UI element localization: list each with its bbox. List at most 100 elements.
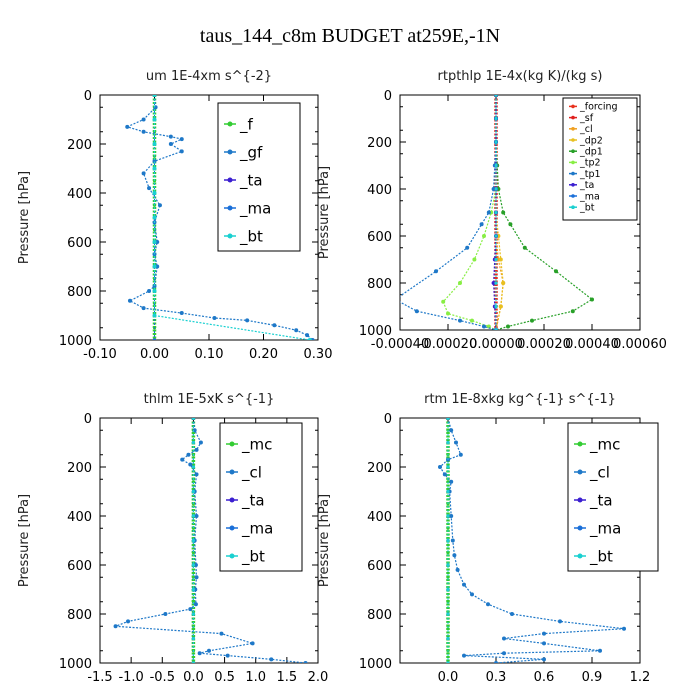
legend-label: _bt	[239, 227, 263, 246]
data-point	[194, 575, 199, 580]
data-point	[446, 575, 450, 579]
legend-label: _forcing	[579, 102, 618, 113]
chart-panel: um 1E-4xm s^{-2} Pressure [hPa] 0 200 400 600…	[17, 69, 332, 362]
legend-label: _gf	[239, 143, 263, 162]
data-point	[446, 514, 450, 518]
data-point	[470, 318, 474, 323]
data-point	[434, 269, 438, 274]
data-point	[482, 234, 486, 238]
data-point	[152, 117, 157, 122]
data-point	[494, 95, 498, 97]
data-point	[393, 297, 397, 301]
data-point	[442, 472, 447, 477]
data-point	[272, 323, 277, 328]
data-point	[558, 619, 562, 624]
legend-label: _ma	[589, 519, 621, 538]
data-point	[446, 526, 450, 530]
x-tick-label: -0.5	[150, 670, 175, 685]
data-point	[502, 651, 506, 656]
y-axis-label: Pressure [hPa]	[317, 494, 332, 587]
data-point	[501, 281, 506, 285]
data-point	[152, 338, 157, 340]
data-point	[152, 240, 157, 244]
legend-box	[217, 102, 301, 252]
y-tick-label: 0	[84, 412, 92, 427]
y-tick-label: 0	[384, 89, 392, 104]
x-tick-label: 0.10	[195, 347, 224, 362]
chart-title: um 1E-4xm s^{-2}	[146, 69, 272, 84]
data-point	[530, 318, 534, 323]
data-point	[179, 149, 184, 154]
data-point	[179, 137, 184, 142]
y-axis-label: Pressure [hPa]	[17, 494, 32, 587]
data-point	[294, 328, 299, 333]
data-point	[498, 304, 503, 309]
data-point	[622, 626, 626, 631]
data-point	[191, 526, 196, 530]
data-point	[446, 600, 450, 604]
legend-marker	[571, 183, 575, 187]
x-tick-label: 0.30	[304, 347, 333, 362]
data-point	[446, 538, 450, 543]
x-tick-label: 1.5	[277, 670, 298, 685]
plot-frame	[399, 94, 641, 331]
chart-title: thlm 1E-5xK s^{-1}	[144, 392, 275, 407]
data-point	[449, 514, 454, 518]
y-tick-label: 1000	[359, 657, 392, 672]
data-point	[191, 465, 196, 469]
data-point	[446, 311, 450, 316]
data-point	[446, 636, 450, 641]
data-point	[152, 159, 157, 164]
data-point	[598, 648, 602, 653]
legend-marker	[571, 160, 575, 165]
data-point	[191, 587, 196, 592]
data-point	[590, 297, 594, 302]
data-point	[212, 315, 217, 320]
data-point	[168, 142, 173, 146]
data-point	[163, 612, 168, 616]
series-group	[438, 418, 626, 663]
data-point	[462, 653, 466, 658]
legend-marker	[229, 469, 235, 475]
data-point	[446, 418, 450, 420]
x-tick-label: 0.00040	[565, 337, 619, 352]
data-point	[414, 309, 419, 314]
series-line	[400, 95, 497, 330]
data-point	[152, 289, 157, 293]
data-point	[494, 210, 498, 215]
data-point	[191, 612, 196, 616]
data-point	[125, 124, 130, 129]
x-tick-label: 0.00000	[469, 337, 523, 352]
y-tick-label: 1000	[59, 334, 92, 349]
y-tick-label: 800	[67, 285, 92, 300]
legend-marker	[229, 497, 235, 503]
y-tick-label: 400	[67, 510, 92, 525]
data-point	[494, 661, 498, 663]
data-point	[157, 203, 162, 208]
x-tick-label: 0.00020	[517, 337, 571, 352]
data-point	[465, 245, 470, 250]
data-point	[458, 281, 462, 285]
legend-label: _mc	[589, 435, 620, 454]
legend-label: _ta	[239, 171, 263, 190]
y-tick-label: 200	[67, 461, 92, 476]
data-point	[141, 306, 146, 311]
legend-marker	[577, 553, 583, 559]
data-point	[449, 428, 454, 433]
legend-box	[567, 422, 659, 572]
legend-label: _f	[239, 115, 254, 134]
y-tick-label: 600	[67, 236, 92, 251]
legend-marker	[227, 149, 233, 155]
legend-label: _sf	[579, 113, 594, 124]
legend-marker	[571, 138, 575, 142]
x-tick-label: -0.00020	[419, 337, 477, 352]
data-point	[472, 257, 477, 262]
y-tick-label: 200	[367, 461, 392, 476]
data-point	[554, 269, 558, 274]
legend-marker	[577, 525, 583, 531]
data-point	[197, 651, 202, 656]
y-axis-label: Pressure [hPa]	[17, 171, 32, 264]
data-point	[455, 567, 460, 572]
data-point	[191, 661, 196, 663]
data-point	[450, 538, 455, 543]
